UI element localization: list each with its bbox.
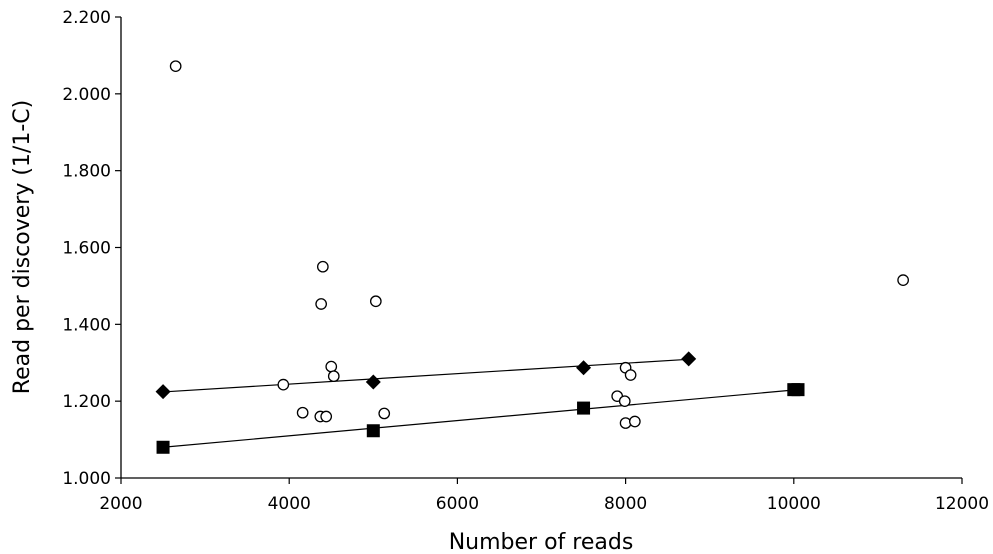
y-tick-label: 1.800 — [62, 162, 111, 182]
x-tick-label: 10000 — [767, 494, 821, 514]
x-tick-label: 12000 — [935, 494, 989, 514]
y-tick-label: 1.200 — [62, 392, 111, 412]
y-tick-label: 1.400 — [62, 315, 111, 335]
trendline-2 — [162, 389, 799, 448]
point-circle — [618, 395, 631, 408]
point-circle — [629, 415, 641, 428]
point-diamond — [155, 384, 171, 400]
point-diamond — [365, 374, 381, 390]
point-square — [577, 401, 591, 415]
point-circle — [169, 60, 182, 73]
point-circle — [327, 370, 340, 383]
y-tick-label: 2.000 — [62, 85, 111, 105]
point-circle — [277, 378, 290, 391]
point-circle — [325, 360, 338, 373]
point-square — [791, 383, 805, 397]
axes — [120, 17, 962, 479]
point-circle — [624, 369, 637, 381]
trendline-1 — [163, 358, 689, 393]
point-circle — [315, 298, 328, 310]
x-tick-label: 4000 — [268, 494, 311, 514]
x-axis-title: Number of reads — [449, 530, 634, 554]
y-tick-label: 1.000 — [62, 469, 111, 489]
x-tick-label: 8000 — [604, 494, 647, 514]
x-tick-label: 6000 — [436, 494, 479, 514]
data-markers — [155, 60, 909, 454]
point-circle — [316, 260, 329, 273]
point-diamond — [681, 351, 697, 367]
point-circle — [369, 295, 382, 308]
y-tick-label: 2.200 — [62, 8, 111, 28]
point-circle — [320, 410, 333, 423]
point-square — [156, 440, 170, 454]
point-circle — [378, 407, 391, 420]
trendlines — [162, 358, 799, 448]
y-axis-title: Read per discovery (1/1-C) — [10, 100, 35, 394]
x-tick-label: 2000 — [99, 494, 142, 514]
point-circle — [296, 406, 309, 419]
y-tick-label: 1.600 — [62, 239, 111, 259]
point-diamond — [576, 360, 592, 376]
point-circle — [897, 274, 909, 287]
axis-ticks: 1.000 1.200 1.400 1.600 1.800 2.000 2.200 2000 4… — [62, 8, 989, 514]
point-square — [366, 424, 380, 438]
